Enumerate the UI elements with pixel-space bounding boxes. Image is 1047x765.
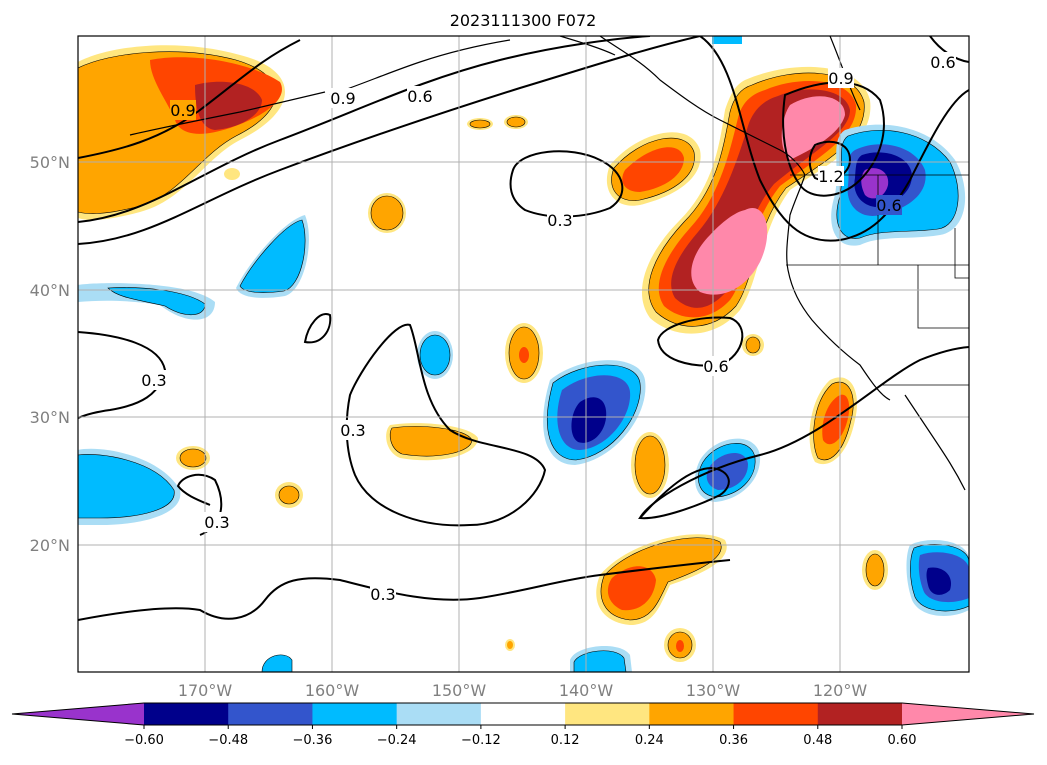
- gridlines: [78, 36, 969, 672]
- colorbar-segment: [228, 703, 313, 725]
- lat-label: 50°N: [30, 153, 70, 172]
- lat-label: 40°N: [30, 281, 70, 300]
- map-title: 2023111300 F072: [450, 11, 597, 30]
- colorbar-segment: [312, 703, 398, 725]
- colorbar: −0.60 −0.48 −0.36 −0.24 −0.12 0.12 0.24 0.36 0.4…: [11, 702, 1035, 748]
- colorbar-tick-label: −0.12: [461, 733, 501, 748]
- contour-label: 0.6: [876, 196, 901, 215]
- map-frame: [77, 35, 970, 673]
- colorbar-tick-label: 0.36: [719, 733, 748, 748]
- lat-label: 20°N: [30, 536, 70, 555]
- colorbar-extend-min: [12, 703, 144, 725]
- lon-label: 150°W: [432, 681, 487, 700]
- lon-label: 120°W: [813, 681, 868, 700]
- contour-label: 0.6: [930, 53, 955, 72]
- colorbar-extend-max: [902, 703, 1034, 725]
- contour-label: 0.6: [703, 357, 728, 376]
- political-borders: [786, 174, 969, 386]
- contour-label: 0.3: [141, 371, 166, 390]
- anomaly-aleutian: [78, 45, 285, 220]
- colorbar-tick-label: 0.48: [803, 733, 832, 748]
- colorbar-tick-label: 0.24: [635, 733, 664, 748]
- contour-label: 0.3: [370, 585, 395, 604]
- contour-label: 0.9: [170, 101, 195, 120]
- anomaly-coastal-streak: [641, 66, 871, 334]
- lon-label: 140°W: [559, 681, 614, 700]
- contour-label: 0.3: [340, 421, 365, 440]
- colorbar-segment: [480, 703, 566, 725]
- lon-label: 160°W: [305, 681, 360, 700]
- colorbar-tick-label: −0.60: [124, 733, 164, 748]
- colorbar-segment: [817, 703, 903, 725]
- colorbar-tick-label: −0.24: [377, 733, 417, 748]
- contour-label: 1.2: [818, 167, 843, 186]
- lon-labels: 170°W 160°W 150°W 140°W 130°W 120°W: [178, 681, 868, 700]
- colorbar-segment: [396, 703, 482, 725]
- lat-label: 30°N: [30, 408, 70, 427]
- map-content: 0.9 0.9 0.6 0.3 0.3 0.3 0.3 0.6 0.9 1.2 …: [78, 36, 969, 672]
- colorbar-segment: [144, 703, 229, 725]
- contour-label: 0.6: [407, 87, 432, 106]
- contour-label: 0.9: [330, 89, 355, 108]
- colorbar-segment: [565, 703, 650, 725]
- coastlines: [129, 36, 966, 491]
- anomaly-mid-pacific: [606, 132, 701, 206]
- anomaly-small-positive: [176, 115, 888, 662]
- contour-label: 0.3: [204, 513, 229, 532]
- colorbar-tick-label: 0.60: [888, 733, 917, 748]
- colorbar-segment: [733, 703, 819, 725]
- colorbar-tick-label: −0.48: [208, 733, 248, 748]
- colorbar-segment: [649, 703, 735, 725]
- lon-label: 130°W: [686, 681, 741, 700]
- lon-label: 170°W: [178, 681, 233, 700]
- contour-label-group: 0.9 0.9 0.6 0.3 0.3 0.3 0.3 0.6 0.9 1.2 …: [141, 52, 956, 604]
- lat-labels: 50°N 40°N 30°N 20°N: [30, 153, 70, 555]
- contour-label: 0.9: [828, 69, 853, 88]
- colorbar-tick-label: −0.36: [293, 733, 333, 748]
- contour-label: 0.3: [547, 211, 572, 230]
- colorbar-tick-label: 0.12: [551, 733, 580, 748]
